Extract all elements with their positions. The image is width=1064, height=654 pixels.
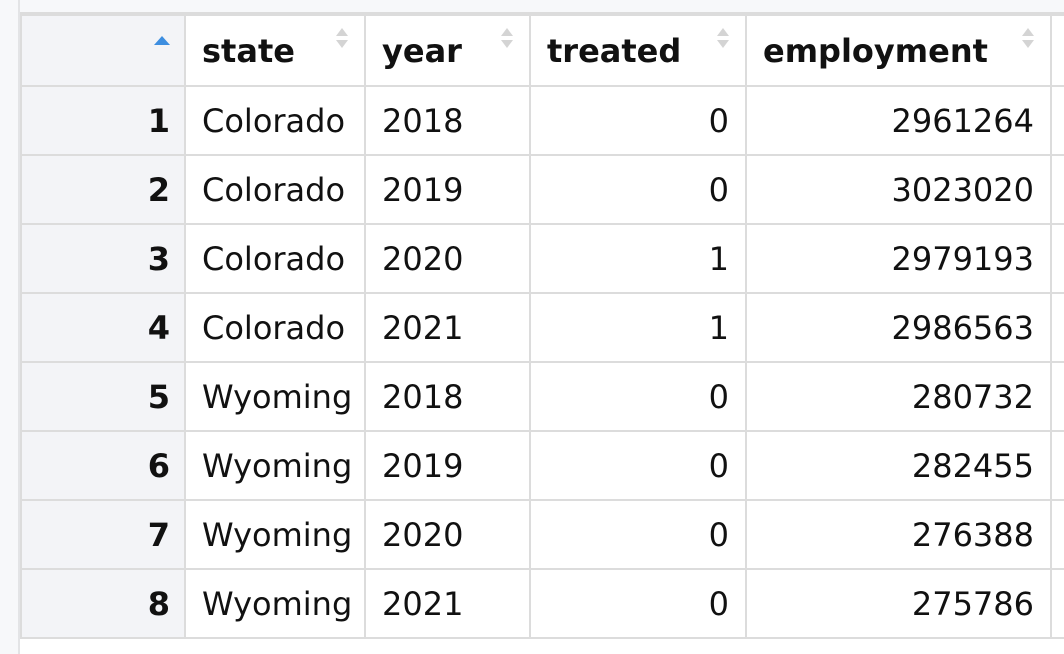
toolbar-strip bbox=[0, 0, 1064, 14]
row-index: 6 bbox=[20, 430, 186, 501]
cell-employment: 2979193 bbox=[745, 223, 1052, 294]
cell-state: Wyoming bbox=[184, 430, 366, 501]
cell-year: 2018 bbox=[364, 361, 531, 432]
cell-employment: 275786 bbox=[745, 568, 1052, 639]
cell-employment: 280732 bbox=[745, 361, 1052, 432]
cell-overflow bbox=[1050, 154, 1064, 225]
cell-state: Colorado bbox=[184, 223, 366, 294]
column-header-state[interactable]: state bbox=[184, 14, 366, 87]
cell-employment: 3023020 bbox=[745, 154, 1052, 225]
column-header-overflow bbox=[1050, 14, 1064, 87]
cell-employment: 276388 bbox=[745, 499, 1052, 570]
cell-overflow bbox=[1050, 568, 1064, 639]
table-row: 1 Colorado 2018 0 2961264 bbox=[20, 85, 1064, 156]
cell-year: 2021 bbox=[364, 568, 531, 639]
sort-icon[interactable] bbox=[1022, 28, 1034, 54]
cell-year: 2020 bbox=[364, 499, 531, 570]
cell-overflow bbox=[1050, 499, 1064, 570]
cell-employment: 2986563 bbox=[745, 292, 1052, 363]
column-header-label: year bbox=[382, 31, 462, 70]
cell-employment: 282455 bbox=[745, 430, 1052, 501]
cell-year: 2020 bbox=[364, 223, 531, 294]
column-header-treated[interactable]: treated bbox=[529, 14, 747, 87]
table-row: 8 Wyoming 2021 0 275786 bbox=[20, 568, 1064, 639]
row-index: 2 bbox=[20, 154, 186, 225]
cell-year: 2018 bbox=[364, 85, 531, 156]
sort-icon[interactable] bbox=[501, 28, 513, 54]
table-row: 3 Colorado 2020 1 2979193 bbox=[20, 223, 1064, 294]
row-index: 3 bbox=[20, 223, 186, 294]
sort-ascending-icon[interactable] bbox=[154, 36, 170, 45]
cell-state: Colorado bbox=[184, 85, 366, 156]
column-header-label: state bbox=[202, 31, 295, 70]
left-gutter bbox=[0, 0, 20, 654]
column-header-index[interactable] bbox=[20, 14, 186, 87]
sort-icon[interactable] bbox=[717, 28, 729, 54]
table-row: 5 Wyoming 2018 0 280732 bbox=[20, 361, 1064, 432]
table-row: 4 Colorado 2021 1 2986563 bbox=[20, 292, 1064, 363]
cell-treated: 0 bbox=[529, 499, 747, 570]
cell-overflow bbox=[1050, 292, 1064, 363]
cell-treated: 0 bbox=[529, 568, 747, 639]
cell-treated: 1 bbox=[529, 223, 747, 294]
cell-overflow bbox=[1050, 223, 1064, 294]
cell-treated: 0 bbox=[529, 154, 747, 225]
row-index: 1 bbox=[20, 85, 186, 156]
cell-state: Colorado bbox=[184, 154, 366, 225]
cell-treated: 0 bbox=[529, 361, 747, 432]
cell-treated: 0 bbox=[529, 85, 747, 156]
row-index: 8 bbox=[20, 568, 186, 639]
table-row: 7 Wyoming 2020 0 276388 bbox=[20, 499, 1064, 570]
table-row: 2 Colorado 2019 0 3023020 bbox=[20, 154, 1064, 225]
cell-employment: 2961264 bbox=[745, 85, 1052, 156]
cell-overflow bbox=[1050, 361, 1064, 432]
cell-state: Wyoming bbox=[184, 568, 366, 639]
cell-overflow bbox=[1050, 430, 1064, 501]
row-index: 7 bbox=[20, 499, 186, 570]
data-table: state year treated employment bbox=[20, 14, 1064, 639]
cell-overflow bbox=[1050, 85, 1064, 156]
cell-year: 2021 bbox=[364, 292, 531, 363]
cell-year: 2019 bbox=[364, 430, 531, 501]
cell-state: Wyoming bbox=[184, 499, 366, 570]
cell-state: Colorado bbox=[184, 292, 366, 363]
header-row: state year treated employment bbox=[20, 14, 1064, 87]
row-index: 5 bbox=[20, 361, 186, 432]
cell-year: 2019 bbox=[364, 154, 531, 225]
column-header-label: employment bbox=[763, 31, 988, 70]
table-row: 6 Wyoming 2019 0 282455 bbox=[20, 430, 1064, 501]
column-header-label: treated bbox=[547, 31, 682, 70]
column-header-employment[interactable]: employment bbox=[745, 14, 1052, 87]
sort-icon[interactable] bbox=[336, 28, 348, 54]
column-header-year[interactable]: year bbox=[364, 14, 531, 87]
cell-state: Wyoming bbox=[184, 361, 366, 432]
cell-treated: 0 bbox=[529, 430, 747, 501]
cell-treated: 1 bbox=[529, 292, 747, 363]
row-index: 4 bbox=[20, 292, 186, 363]
